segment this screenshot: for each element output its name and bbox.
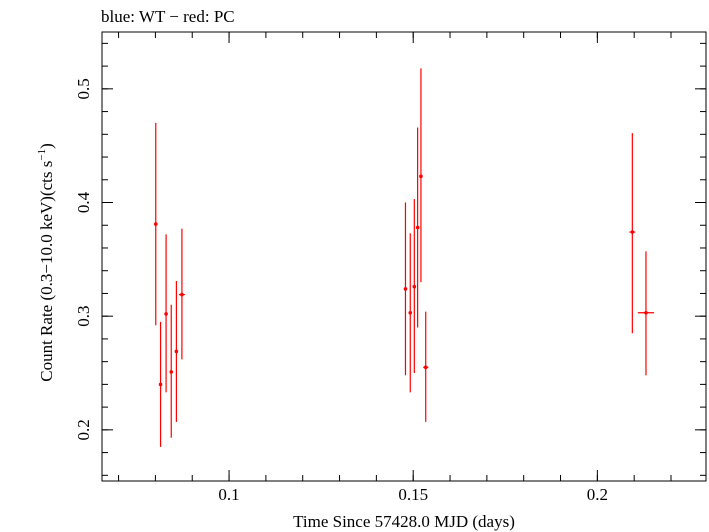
data-point <box>178 228 185 360</box>
point-marker <box>174 349 179 354</box>
data-point <box>415 127 420 328</box>
x-tick-label: 0.2 <box>587 485 608 504</box>
point-marker <box>630 230 635 234</box>
data-point <box>174 280 179 422</box>
x-tick-label: 0.15 <box>398 485 428 504</box>
y-axis-label-main: Count Rate (0.3−10.0 keV)(cts s <box>37 161 56 382</box>
point-marker <box>419 174 423 179</box>
data-point <box>158 321 163 447</box>
axis-ticks <box>102 32 706 481</box>
x-tick-labels: 0.1 0.15 0.2 <box>218 485 608 504</box>
y-axis-label: Count Rate (0.3−10.0 keV)(cts s−1) <box>36 143 56 382</box>
point-marker <box>412 284 417 289</box>
point-marker <box>180 292 184 297</box>
point-marker <box>403 287 408 291</box>
point-marker <box>423 365 428 370</box>
data-point <box>153 122 158 326</box>
data-point <box>629 133 636 334</box>
data-point <box>164 234 168 393</box>
y-tick-label: 0.5 <box>74 78 93 99</box>
x-axis-label: Time Since 57428.0 MJD (days) <box>293 512 515 531</box>
data-point <box>408 233 413 393</box>
point-marker <box>408 310 413 315</box>
y-tick-label: 0.3 <box>74 306 93 327</box>
data-point <box>637 251 655 376</box>
point-marker <box>164 312 168 316</box>
data-points <box>153 68 655 447</box>
point-marker <box>415 225 420 230</box>
data-point <box>169 304 174 438</box>
plot-frame <box>101 31 707 482</box>
x-tick-label: 0.1 <box>218 485 239 504</box>
data-point <box>423 311 429 422</box>
data-point <box>412 199 417 374</box>
chart-title: blue: WT − red: PC <box>101 7 235 26</box>
point-marker <box>644 310 648 315</box>
y-axis-label-superscript: −1 <box>36 149 48 161</box>
point-marker <box>158 382 163 387</box>
y-tick-label: 0.2 <box>74 419 93 440</box>
data-point <box>403 202 408 376</box>
y-axis-label-end: ) <box>37 143 56 149</box>
point-marker <box>153 222 158 226</box>
data-point <box>419 68 423 283</box>
y-tick-label: 0.4 <box>74 191 93 213</box>
y-tick-labels: 0.2 0.3 0.4 0.5 <box>74 78 93 440</box>
point-marker <box>169 370 174 374</box>
